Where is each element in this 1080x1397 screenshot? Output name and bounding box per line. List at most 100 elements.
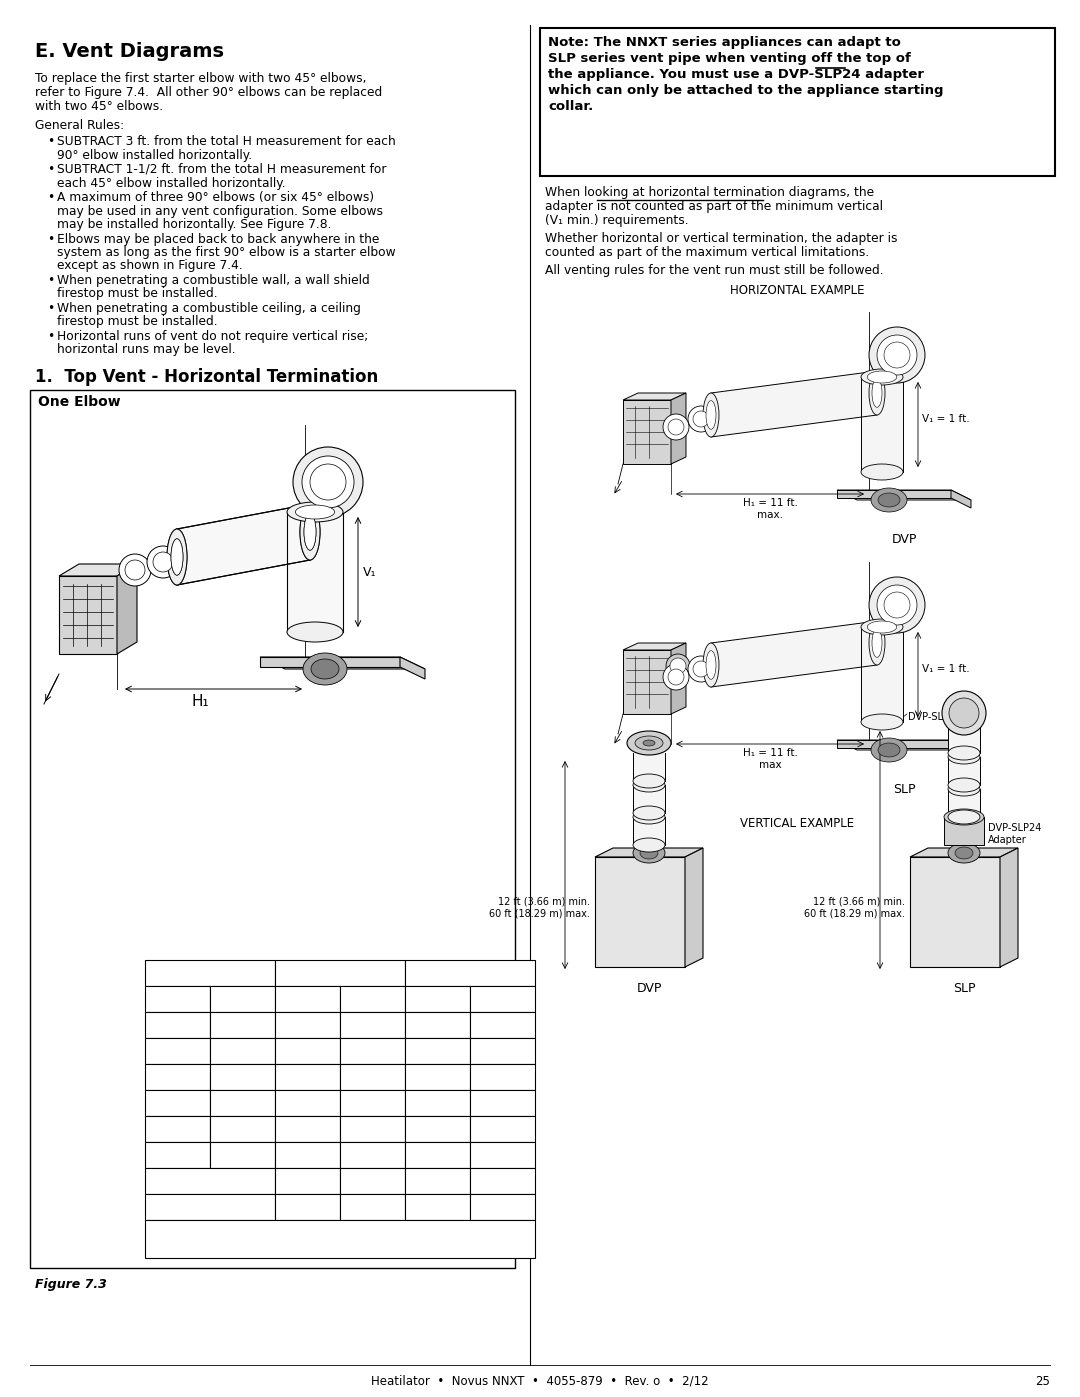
Polygon shape xyxy=(837,490,971,500)
Ellipse shape xyxy=(872,379,882,408)
Bar xyxy=(340,1141,405,1168)
Text: may be used in any vent configuration. Some elbows: may be used in any vent configuration. S… xyxy=(57,204,383,218)
Text: 0.33: 0.33 xyxy=(163,1042,191,1055)
Text: DVP: DVP xyxy=(198,1172,222,1185)
Text: H₁ = 11 ft.
max: H₁ = 11 ft. max xyxy=(743,747,797,770)
Text: refer to Figure 7.4.  All other 90° elbows can be replaced: refer to Figure 7.4. All other 90° elbow… xyxy=(35,87,382,99)
Polygon shape xyxy=(177,504,310,585)
Ellipse shape xyxy=(703,643,719,687)
Circle shape xyxy=(670,658,686,673)
Text: which can only be attached to the appliance starting: which can only be attached to the applia… xyxy=(548,84,944,96)
Circle shape xyxy=(688,407,714,432)
Ellipse shape xyxy=(296,504,335,520)
Bar xyxy=(470,1116,535,1141)
Bar xyxy=(540,28,1055,176)
Text: 17: 17 xyxy=(429,1199,445,1211)
Bar xyxy=(145,1116,210,1141)
Bar xyxy=(470,1168,535,1194)
Polygon shape xyxy=(671,643,686,714)
Circle shape xyxy=(666,654,690,678)
Bar xyxy=(145,1065,210,1090)
Text: DVP: DVP xyxy=(891,534,917,546)
Ellipse shape xyxy=(300,504,320,560)
Bar xyxy=(340,1038,405,1065)
Text: 25: 25 xyxy=(299,1172,315,1185)
Text: 2: 2 xyxy=(173,1146,181,1160)
Text: with two 45° elbows.: with two 45° elbows. xyxy=(35,101,163,113)
Circle shape xyxy=(669,669,684,685)
Polygon shape xyxy=(287,511,343,631)
Bar xyxy=(470,1194,535,1220)
Text: -: - xyxy=(305,1094,309,1106)
Text: 6: 6 xyxy=(433,1067,441,1081)
Text: 0.15: 0.15 xyxy=(228,1067,256,1081)
Circle shape xyxy=(663,664,689,690)
Bar xyxy=(275,1141,340,1168)
Circle shape xyxy=(869,327,924,383)
Text: SLP series vent pipe when venting off the top of: SLP series vent pipe when venting off th… xyxy=(548,52,910,66)
Text: 17: 17 xyxy=(429,1120,445,1133)
Ellipse shape xyxy=(861,464,903,481)
Bar xyxy=(275,1168,340,1194)
Text: firestop must be installed.: firestop must be installed. xyxy=(57,288,218,300)
Polygon shape xyxy=(711,622,877,687)
Text: General Rules:: General Rules: xyxy=(35,119,124,131)
Text: adapter is not counted as part of the minimum vertical: adapter is not counted as part of the mi… xyxy=(545,200,883,212)
Bar xyxy=(470,1141,535,1168)
Text: 0.46: 0.46 xyxy=(228,1120,256,1133)
Bar xyxy=(275,1194,340,1220)
Text: firestop must be installed.: firestop must be installed. xyxy=(57,316,218,328)
Text: (V₁ min.) requirements.: (V₁ min.) requirements. xyxy=(545,214,689,226)
Polygon shape xyxy=(400,657,426,679)
Text: 0.61: 0.61 xyxy=(228,1146,256,1160)
Ellipse shape xyxy=(878,743,900,757)
Bar xyxy=(340,1116,405,1141)
Text: V₁ = 1 ft.: V₁ = 1 ft. xyxy=(922,664,970,673)
Bar xyxy=(470,1011,535,1038)
Circle shape xyxy=(693,411,708,427)
Text: SUBTRACT 3 ft. from the total H measurement for each: SUBTRACT 3 ft. from the total H measurem… xyxy=(57,136,395,148)
Text: 1.22: 1.22 xyxy=(488,1042,516,1055)
Ellipse shape xyxy=(633,774,665,788)
Text: Elbows may be placed back to back anywhere in the: Elbows may be placed back to back anywhe… xyxy=(57,232,379,246)
Ellipse shape xyxy=(303,514,316,550)
Text: 0.10: 0.10 xyxy=(228,1042,256,1055)
Ellipse shape xyxy=(311,659,339,679)
Text: When penetrating a combustible wall, a wall shield: When penetrating a combustible wall, a w… xyxy=(57,274,369,286)
Text: except as shown in Figure 7.4.: except as shown in Figure 7.4. xyxy=(57,260,243,272)
Polygon shape xyxy=(671,393,686,464)
Bar xyxy=(145,986,210,1011)
Polygon shape xyxy=(260,657,426,669)
Text: Heatilator  •  Novus NNXT  •  4055-879  •  Rev. o  •  2/12: Heatilator • Novus NNXT • 4055-879 • Rev… xyxy=(372,1375,708,1389)
Polygon shape xyxy=(1000,848,1018,967)
Ellipse shape xyxy=(870,738,907,761)
Circle shape xyxy=(942,692,986,735)
Text: 1: 1 xyxy=(173,1094,181,1106)
Bar xyxy=(275,1065,340,1090)
Polygon shape xyxy=(260,657,400,666)
Circle shape xyxy=(688,657,714,682)
Bar xyxy=(275,1038,340,1065)
Text: m: m xyxy=(366,990,378,1003)
Ellipse shape xyxy=(869,622,885,665)
Ellipse shape xyxy=(948,750,980,764)
Bar xyxy=(275,1090,340,1116)
Text: 0.30: 0.30 xyxy=(228,1094,256,1106)
Circle shape xyxy=(125,560,145,580)
Ellipse shape xyxy=(633,838,665,852)
Text: V₁ = 1 ft.: V₁ = 1 ft. xyxy=(922,414,970,425)
Bar xyxy=(275,986,340,1011)
Text: •: • xyxy=(48,302,54,314)
Text: SUBTRACT 1-1/2 ft. from the total H measurement for: SUBTRACT 1-1/2 ft. from the total H meas… xyxy=(57,163,387,176)
Text: 0.5: 0.5 xyxy=(167,1067,187,1081)
Bar xyxy=(405,1038,470,1065)
Text: H₁: H₁ xyxy=(191,694,208,710)
Ellipse shape xyxy=(633,842,665,863)
Text: 1.83: 1.83 xyxy=(488,1067,516,1081)
Ellipse shape xyxy=(633,806,665,820)
Bar xyxy=(275,960,405,986)
Text: system as long as the first 90° elbow is a starter elbow: system as long as the first 90° elbow is… xyxy=(57,246,395,258)
Text: 17: 17 xyxy=(429,1146,445,1160)
Ellipse shape xyxy=(633,778,665,792)
Ellipse shape xyxy=(300,504,320,560)
